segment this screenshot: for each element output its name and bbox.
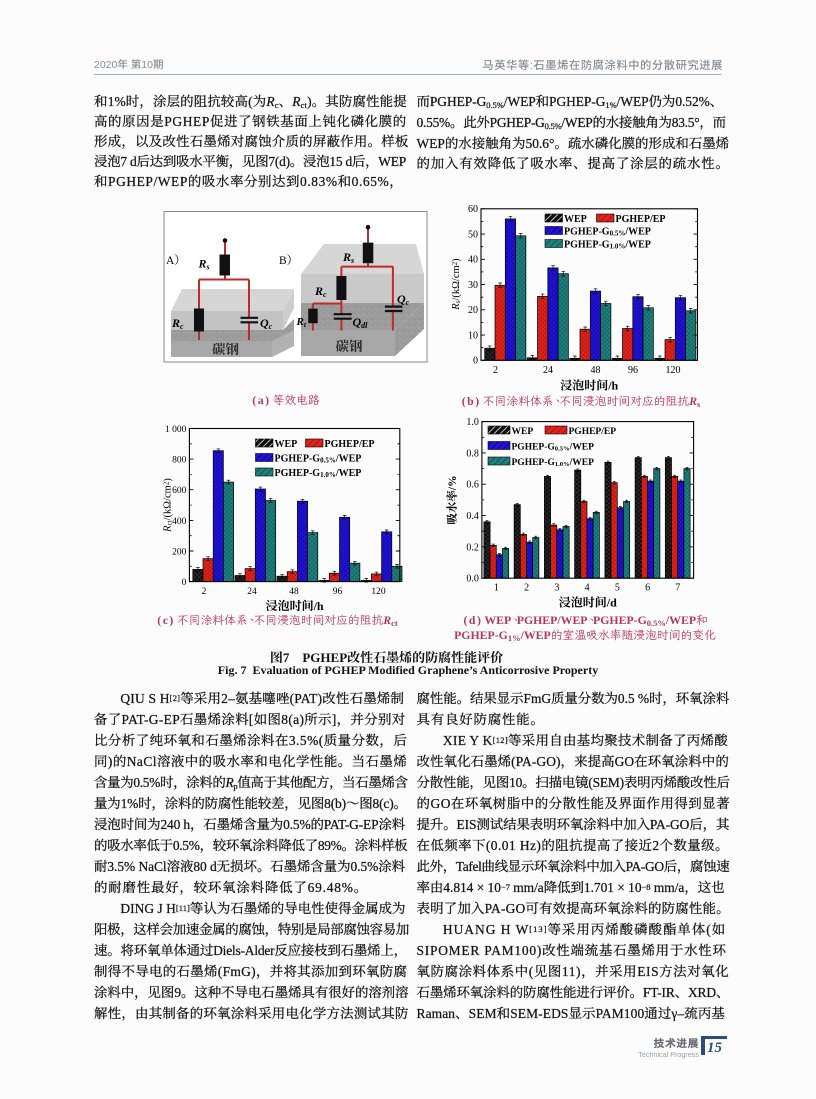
svg-text:PGHEP-G1.0%/WEP: PGHEP-G1.0%/WEP (564, 240, 651, 251)
svg-text:20: 20 (468, 305, 478, 316)
svg-text:0.8: 0.8 (466, 448, 479, 459)
svg-text:10: 10 (468, 330, 478, 341)
svg-text:浸泡时间/h: 浸泡时间/h (266, 597, 324, 614)
svg-text:6: 6 (645, 583, 650, 594)
svg-text:5: 5 (615, 583, 620, 594)
svg-text:Rs/(kΩ/cm2): Rs/(kΩ/cm2) (451, 258, 462, 311)
svg-text:WEP: WEP (564, 214, 587, 225)
svg-text:PGHEP-G1.0%/WEP: PGHEP-G1.0%/WEP (275, 468, 362, 479)
svg-text:1 000: 1 000 (165, 425, 187, 435)
svg-text:120: 120 (666, 365, 681, 376)
svg-text:400: 400 (172, 517, 187, 527)
svg-text:2: 2 (202, 587, 207, 597)
svg-text:60: 60 (468, 204, 478, 215)
svg-text:200: 200 (172, 547, 187, 557)
svg-text:碳钢: 碳钢 (336, 335, 363, 355)
svg-text:4: 4 (585, 583, 590, 594)
svg-text:0.2: 0.2 (466, 542, 479, 553)
svg-text:800: 800 (172, 456, 187, 466)
svg-text:A）: A） (166, 254, 186, 267)
svg-text:PGHEP/EP: PGHEP/EP (325, 439, 375, 450)
svg-text:120: 120 (371, 587, 386, 597)
svg-text:24: 24 (247, 587, 257, 597)
svg-text:0: 0 (182, 578, 187, 588)
svg-text:WEP: WEP (275, 439, 298, 450)
svg-text:96: 96 (333, 587, 343, 597)
svg-text:PGHEP/EP: PGHEP/EP (616, 214, 666, 225)
svg-text:碳钢: 碳钢 (212, 338, 239, 358)
svg-text:PGHEP-G0.5%/WEP: PGHEP-G0.5%/WEP (564, 227, 651, 238)
svg-text:1: 1 (494, 583, 499, 594)
svg-text:吸水率/%: 吸水率/% (444, 475, 460, 524)
svg-text:0.6: 0.6 (466, 480, 479, 491)
svg-text:0.4: 0.4 (466, 511, 479, 522)
svg-text:PGHEP-G0.5%/WEP: PGHEP-G0.5%/WEP (275, 454, 362, 465)
svg-text:PGHEP/EP: PGHEP/EP (569, 427, 617, 437)
svg-text:0: 0 (473, 356, 478, 367)
svg-text:40: 40 (468, 255, 478, 266)
svg-text:Rct/(kΩ/cm2): Rct/(kΩ/cm2) (162, 478, 173, 533)
svg-text:浸泡时间/h: 浸泡时间/h (560, 377, 618, 394)
svg-text:PGHEP-G1.0%/WEP: PGHEP-G1.0%/WEP (512, 458, 595, 468)
svg-text:30: 30 (468, 280, 478, 291)
svg-text:600: 600 (172, 486, 187, 496)
svg-text:96: 96 (628, 365, 638, 376)
svg-text:WEP: WEP (512, 427, 534, 437)
svg-text:浸泡时间/d: 浸泡时间/d (559, 594, 617, 611)
svg-text:2: 2 (493, 365, 498, 376)
svg-text:PGHEP-G0.5%/WEP: PGHEP-G0.5%/WEP (512, 443, 595, 453)
svg-text:7: 7 (675, 583, 680, 594)
svg-text:B）: B） (279, 254, 298, 267)
svg-text:1.0: 1.0 (466, 417, 479, 428)
svg-text:50: 50 (468, 230, 478, 241)
svg-text:24: 24 (543, 365, 553, 376)
svg-text:2: 2 (524, 583, 529, 594)
svg-text:0.0: 0.0 (466, 574, 479, 585)
svg-text:48: 48 (289, 587, 299, 597)
svg-text:48: 48 (591, 365, 601, 376)
svg-text:Rt: Rt (296, 316, 307, 329)
svg-text:3: 3 (554, 583, 559, 594)
